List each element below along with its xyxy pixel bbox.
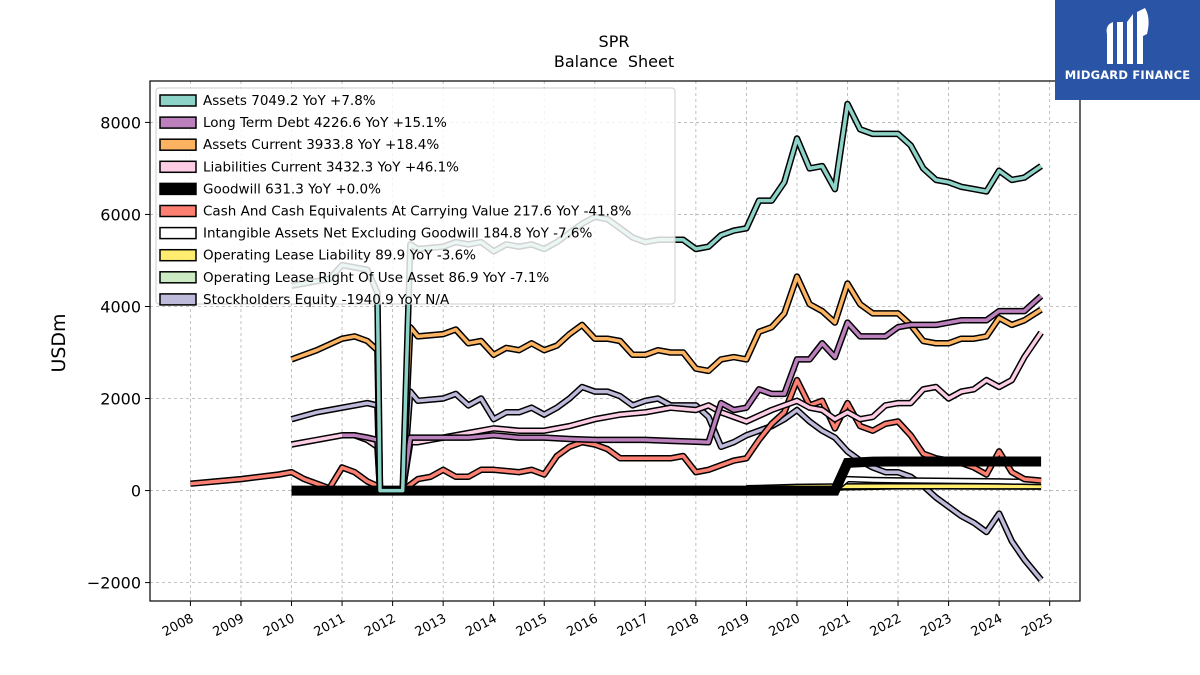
legend: Assets 7049.2 YoY +7.8% Long Term Debt 42… (155, 87, 676, 308)
legend-swatch (159, 293, 197, 306)
y-tick-label: 6000 (100, 205, 141, 224)
x-tick-label: 2012 (362, 611, 398, 640)
x-tick-label: 2018 (665, 611, 701, 640)
legend-item: Intangible Assets Net Excluding Goodwill… (159, 226, 593, 242)
legend-swatch (159, 160, 197, 174)
series-line (291, 456, 1042, 496)
y-axis-label: USDm (48, 313, 70, 372)
x-tick-label: 2011 (312, 611, 348, 640)
logo-mark-icon (1106, 8, 1149, 64)
x-tick-label: 2022 (868, 611, 904, 640)
chart-title: SPR (599, 32, 630, 51)
x-tick-label: 2020 (767, 611, 803, 640)
legend-swatch (159, 138, 197, 151)
legend-swatch (159, 116, 197, 129)
legend-label: Long Term Debt 4226.6 YoY +15.1% (203, 115, 447, 131)
legend-label: Cash And Cash Equivalents At Carrying Va… (203, 204, 631, 220)
y-tick-label: 8000 (100, 113, 141, 132)
legend-item: Stockholders Equity -1940.9 YoY N/A (159, 292, 450, 308)
legend-label: Assets Current 3933.8 YoY +18.4% (203, 137, 439, 153)
series-line (290, 274, 1043, 493)
x-tick-label: 2021 (817, 611, 853, 640)
legend-label: Goodwill 631.3 YoY +0.0% (203, 181, 381, 197)
series-intangible-assets-net-excluding-goodwill (832, 475, 1042, 493)
y-tick-label: 0 (131, 482, 141, 501)
legend-label: Intangible Assets Net Excluding Goodwill… (203, 226, 593, 242)
series-line (833, 477, 1042, 491)
plot-frame (149, 80, 1081, 602)
legend-swatch (159, 248, 197, 262)
x-tick-label: 2015 (514, 611, 550, 640)
y-tick-label: 2000 (100, 390, 141, 409)
series-long-term-debt (342, 293, 1044, 494)
y-tick-label: −2000 (87, 574, 141, 593)
legend-swatch (159, 182, 197, 196)
legend-label: Operating Lease Liability 89.9 YoY -3.6% (203, 248, 476, 264)
legend-item: Goodwill 631.3 YoY +0.0% (159, 181, 381, 197)
chart-subtitle: Balance Sheet (554, 52, 674, 71)
legend-label: Stockholders Equity -1940.9 YoY N/A (203, 292, 450, 308)
legend-item: Cash And Cash Equivalents At Carrying Va… (159, 204, 631, 220)
series-line (342, 294, 1043, 493)
legend-box (155, 87, 676, 305)
legend-item: Assets 7049.2 YoY +7.8% (159, 93, 376, 109)
brand-name: MIDGARD FINANCE (1064, 68, 1191, 82)
x-tick-label: 2014 (463, 611, 499, 640)
legend-item: Liabilities Current 3432.3 YoY +46.1% (159, 159, 459, 175)
x-tick-label: 2009 (211, 611, 247, 640)
legend-item: Long Term Debt 4226.6 YoY +15.1% (159, 115, 447, 131)
legend-swatch (159, 204, 197, 218)
x-tick-label: 2024 (969, 611, 1005, 640)
legend-item: Assets Current 3933.8 YoY +18.4% (159, 137, 439, 153)
legend-label: Operating Lease Right Of Use Asset 86.9 … (203, 270, 549, 286)
x-tick-label: 2008 (160, 611, 196, 640)
x-tick-label: 2013 (413, 611, 449, 640)
legend-item: Operating Lease Liability 89.9 YoY -3.6% (159, 248, 476, 264)
series-lines (190, 100, 1044, 582)
x-tick-label: 2010 (261, 611, 297, 640)
legend-label: Liabilities Current 3432.3 YoY +46.1% (203, 159, 459, 175)
legend-swatch (159, 226, 197, 240)
x-tick-label: 2017 (615, 611, 651, 640)
x-tick-label: 2025 (1019, 611, 1055, 640)
series-goodwill (291, 456, 1042, 496)
x-tick-label: 2019 (716, 611, 752, 640)
legend-swatch (159, 271, 197, 284)
series-assets-current (290, 273, 1043, 494)
legend-label: Assets 7049.2 YoY +7.8% (203, 93, 376, 109)
y-tick-label: 4000 (100, 297, 141, 316)
x-tick-label: 2016 (564, 611, 600, 640)
midgard-finance-logo: MIDGARD FINANCE (1055, 0, 1200, 100)
x-tick-label: 2023 (918, 611, 954, 640)
legend-swatch (159, 94, 197, 107)
legend-item: Operating Lease Right Of Use Asset 86.9 … (159, 270, 549, 286)
